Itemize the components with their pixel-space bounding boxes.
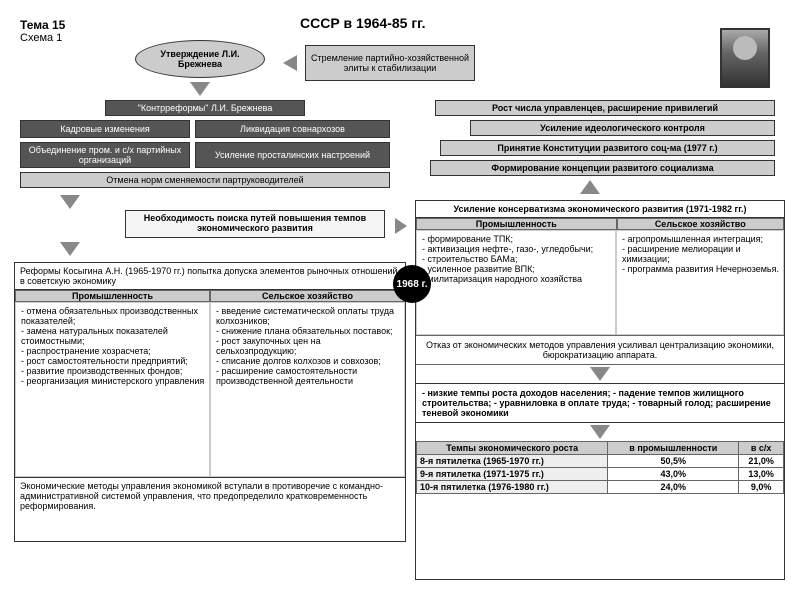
box-stremlenie: Стремление партийно-хозяйственной элиты … bbox=[305, 45, 475, 81]
list-item: отмена обязательных производственных пок… bbox=[21, 306, 206, 326]
list-item: активизация нефте-, газо-, угледобычи; bbox=[422, 244, 612, 254]
conserv-mid: Отказ от экономических методов управлени… bbox=[416, 335, 784, 365]
arrow-right-icon bbox=[395, 218, 407, 234]
kosygin-prom-list: отмена обязательных производственных пок… bbox=[19, 306, 206, 386]
list-item: распространение хозрасчета; bbox=[21, 346, 206, 356]
list-item: формирование ТПК; bbox=[422, 234, 612, 244]
list-item: развитие производственных фондов; bbox=[21, 366, 206, 376]
th-label: Темпы экономического роста bbox=[417, 442, 608, 455]
list-item: реорганизация министерского управления bbox=[21, 376, 206, 386]
kosygin-title: Реформы Косыгина А.Н. (1965-1970 гг.) по… bbox=[15, 263, 405, 290]
kosygin-foot: Экономические методы управления экономик… bbox=[15, 477, 405, 514]
conserv-sh-list: агропромышленная интеграция;расширение м… bbox=[620, 234, 780, 274]
box-likvid: Ликвидация совнархозов bbox=[195, 120, 390, 138]
growth-table: Темпы экономического ростав промышленнос… bbox=[416, 441, 784, 494]
arrow-down-icon3 bbox=[60, 242, 80, 256]
arrow-down-icon bbox=[190, 82, 210, 96]
th-prom: в промышленности bbox=[608, 442, 739, 455]
box-otmena: Отмена норм сменяемости партруководителе… bbox=[20, 172, 390, 188]
list-item: замена натуральных показателей стоимостн… bbox=[21, 326, 206, 346]
box-necessity: Необходимость поиска путей повышения тем… bbox=[125, 210, 385, 238]
kosygin-sh-list: введение систематической оплаты труда ко… bbox=[214, 306, 401, 386]
box-kontrreformy: "Контрреформы" Л.И. Брежнева bbox=[105, 100, 305, 116]
conserv-result: - низкие темпы роста доходов населения; … bbox=[416, 383, 784, 423]
ellipse-brezhnev: Утверждение Л.И. Брежнева bbox=[135, 40, 265, 78]
box-prostalin: Усиление просталинских настроений bbox=[195, 142, 390, 168]
list-item: снижение плана обязательных поставок; bbox=[216, 326, 401, 336]
kosygin-sh-h: Сельское хозяйство bbox=[210, 290, 405, 302]
list-item: расширение мелиорации и химизации; bbox=[622, 244, 780, 264]
table-row: 10-я пятилетка (1976-1980 гг.)24,0%9,0% bbox=[417, 481, 784, 494]
list-item: введение систематической оплаты труда ко… bbox=[216, 306, 401, 326]
bar-koncep: Формирование концепции развитого социали… bbox=[430, 160, 775, 176]
list-item: строительство БАМа; bbox=[422, 254, 612, 264]
page-title: СССР в 1964-85 гг. bbox=[300, 15, 425, 31]
th-sh: в с/х bbox=[739, 442, 784, 455]
conserv-title: Усиление консерватизма экономического ра… bbox=[416, 201, 784, 218]
box-obed: Объединение пром. и с/х партийных органи… bbox=[20, 142, 190, 168]
arrow-down-icon5 bbox=[590, 425, 610, 439]
list-item: программа развития Нечерноземья. bbox=[622, 264, 780, 274]
list-item: рост закупочных цен на сельхозпродукцию; bbox=[216, 336, 401, 356]
bar-rost: Рост числа управленцев, расширение приви… bbox=[435, 100, 775, 116]
arrow-left-icon bbox=[283, 55, 297, 71]
list-item: списание долгов колхозов и совхозов; bbox=[216, 356, 401, 366]
list-item: усиленное развитие ВПК; bbox=[422, 264, 612, 274]
conserv-prom-h: Промышленность bbox=[416, 218, 617, 230]
list-item: агропромышленная интеграция; bbox=[622, 234, 780, 244]
kosygin-prom-h: Промышленность bbox=[15, 290, 210, 302]
year-badge: 1968 г. bbox=[393, 265, 431, 303]
conserv-sh-h: Сельское хозяйство bbox=[617, 218, 784, 230]
bar-konstit: Принятие Конституции развитого соц-ма (1… bbox=[440, 140, 775, 156]
list-item: милитаризация народного хозяйства bbox=[422, 274, 612, 284]
arrow-down-icon2 bbox=[60, 195, 80, 209]
box-kadrovye: Кадровые изменения bbox=[20, 120, 190, 138]
bar-usil: Усиление идеологического контроля bbox=[470, 120, 775, 136]
arrow-up-icon bbox=[580, 180, 600, 194]
theme-label: Тема 15 bbox=[20, 18, 65, 32]
arrow-down-icon4 bbox=[590, 367, 610, 381]
table-row: 8-я пятилетка (1965-1970 гг.)50,5%21,0% bbox=[417, 455, 784, 468]
table-row: 9-я пятилетка (1971-1975 гг.)43,0%13,0% bbox=[417, 468, 784, 481]
conserv-prom-list: формирование ТПК;активизация нефте-, газ… bbox=[420, 234, 612, 284]
list-item: расширение самостоятельности производств… bbox=[216, 366, 401, 386]
scheme-label: Схема 1 bbox=[20, 32, 62, 44]
list-item: рост самостоятельности предприятий; bbox=[21, 356, 206, 366]
portrait-placeholder bbox=[720, 28, 770, 88]
